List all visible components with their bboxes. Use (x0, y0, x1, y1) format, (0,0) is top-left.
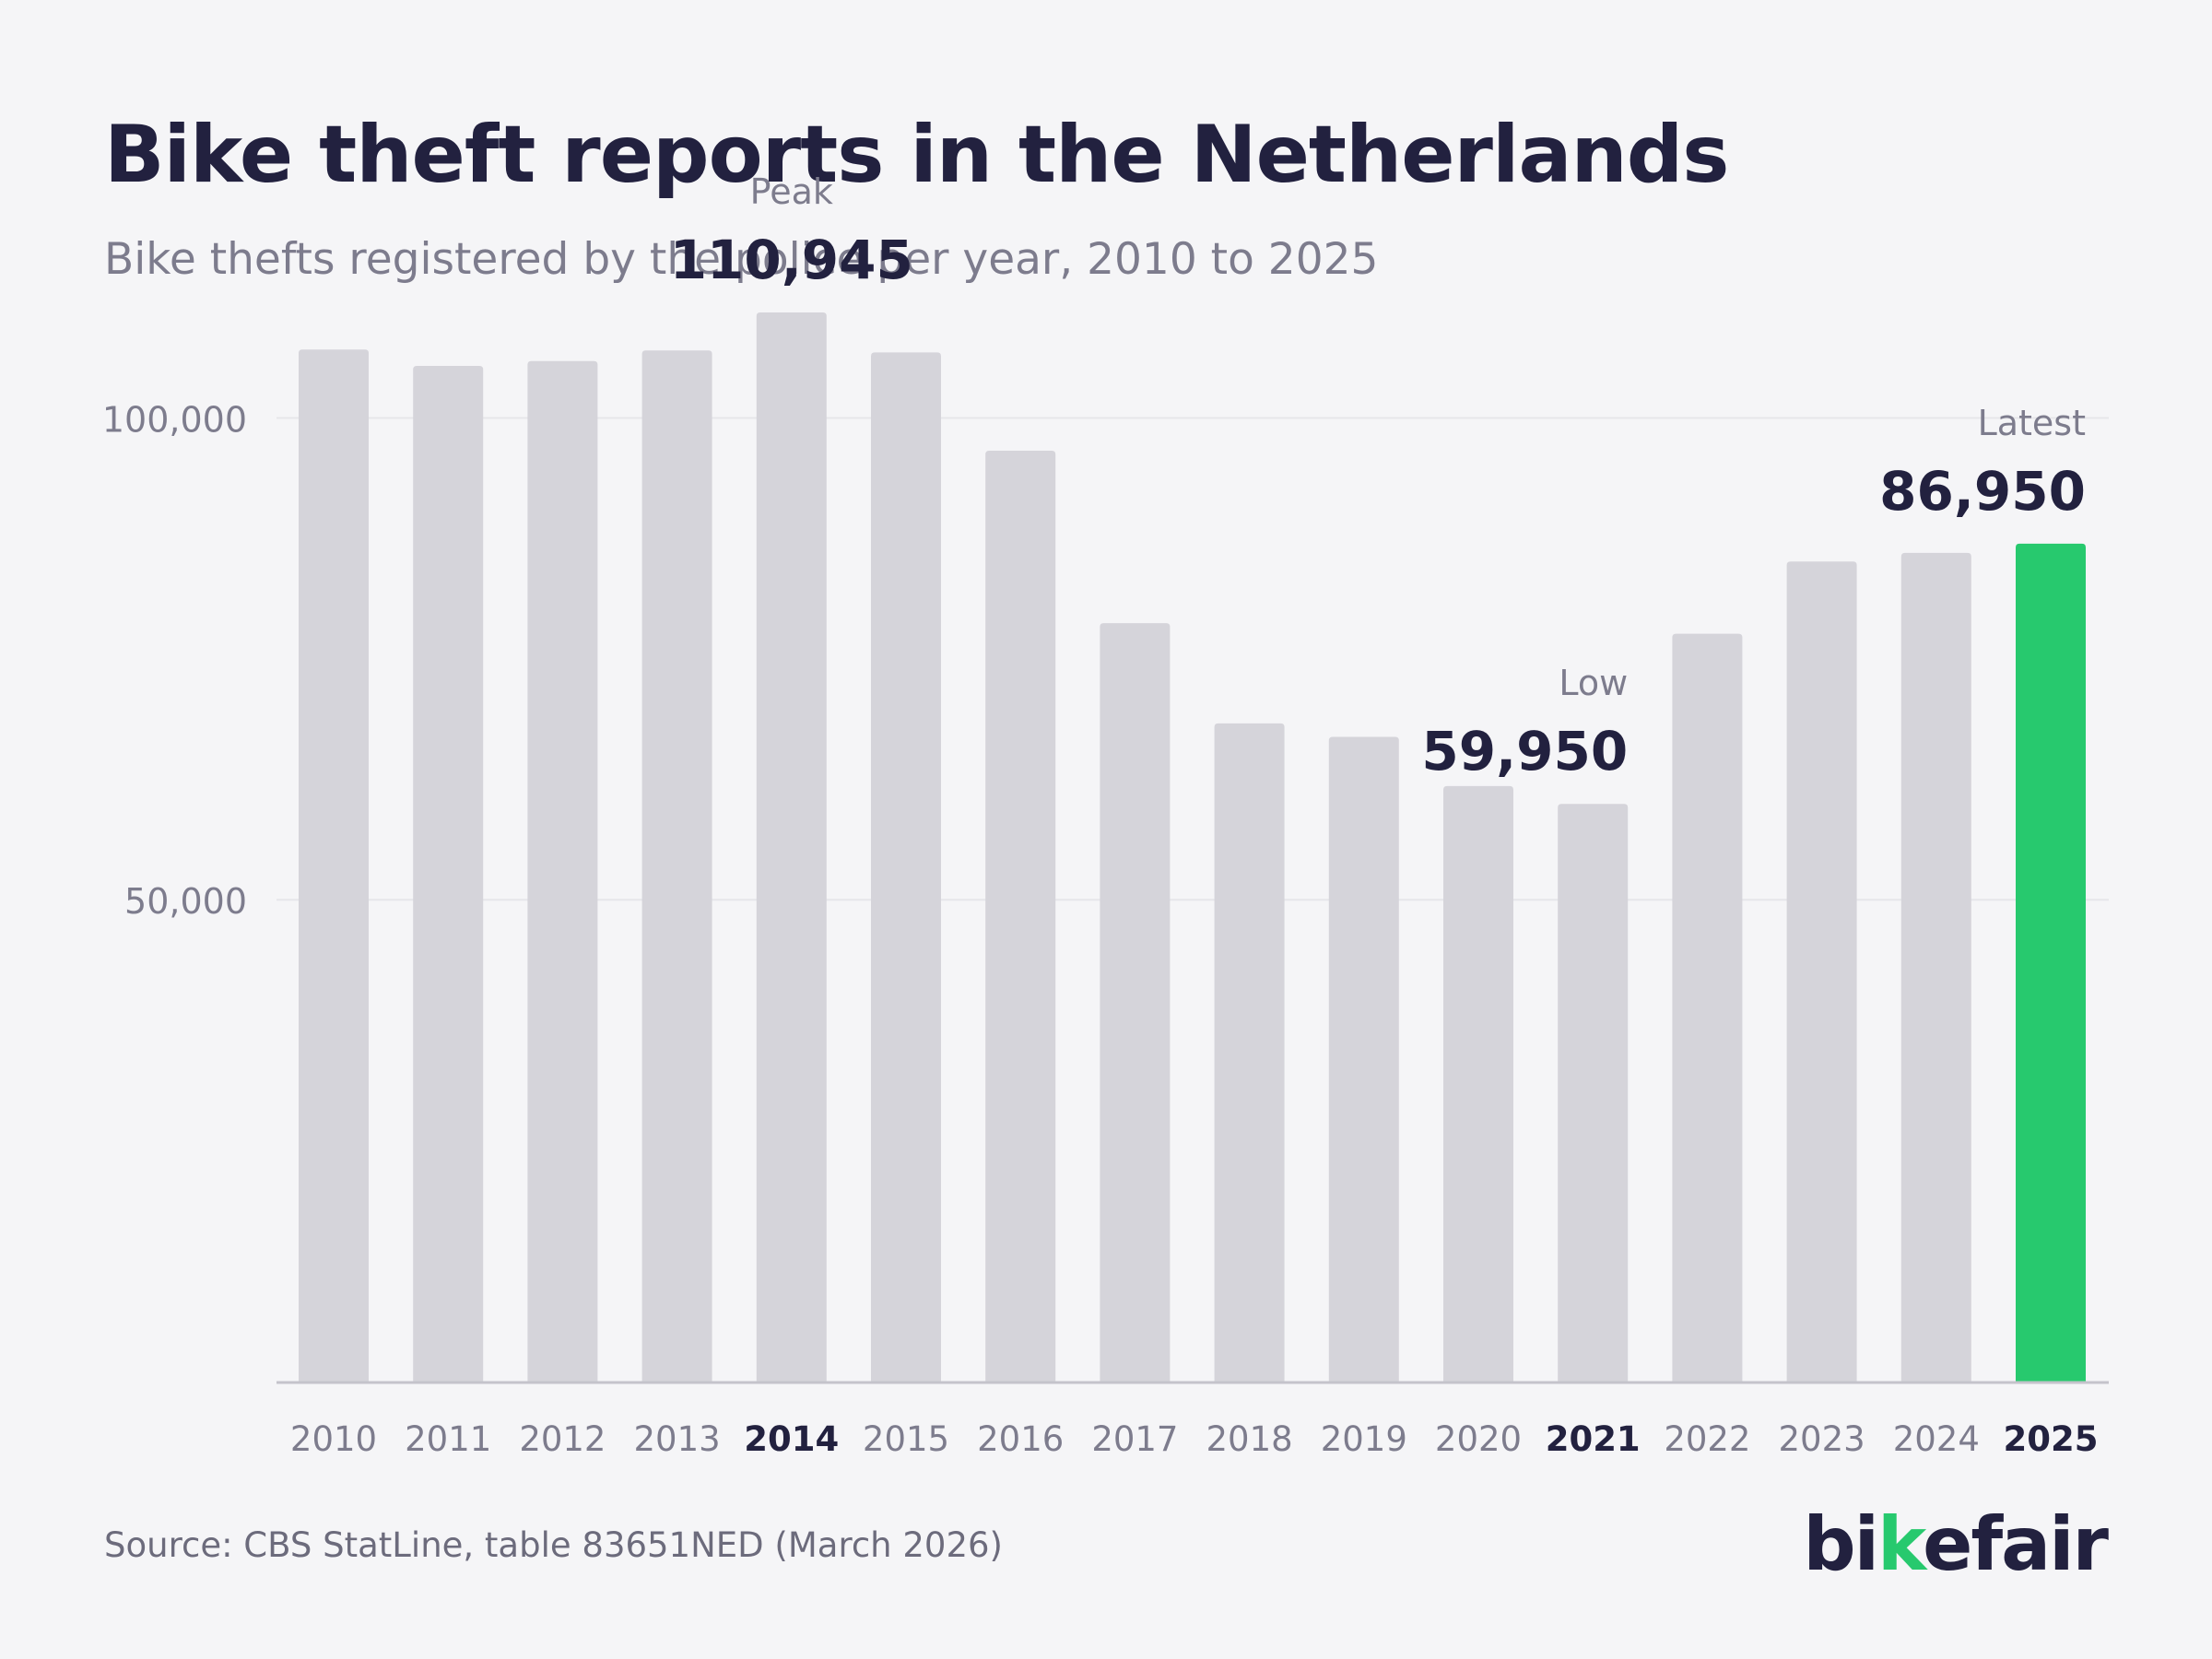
y-tick-label-100000: 100,000 (102, 399, 247, 440)
x-tick-label-2015: 2015 (863, 1419, 949, 1459)
bar-2010 (299, 349, 369, 1382)
bar-2025 (2016, 543, 2086, 1382)
bar-2018 (1214, 723, 1285, 1382)
bar-2024 (1900, 552, 1971, 1382)
bar-2016 (985, 451, 1056, 1382)
x-tick-label-2019: 2019 (1321, 1419, 1407, 1459)
bar-2014 (756, 312, 827, 1382)
annotation-label-peak: Peak (750, 171, 833, 212)
bar-2019 (1328, 736, 1399, 1382)
x-tick-label-2024: 2024 (1893, 1419, 1980, 1459)
y-axis-ticks: 50,000 100,000 (102, 399, 247, 922)
y-tick-label-50000: 50,000 (124, 881, 247, 922)
bar-2012 (527, 360, 598, 1382)
bars (276, 312, 2109, 1384)
annotations: Peak 110,945 Low 59,950 Latest 86,950 (670, 171, 2086, 782)
bar-2022 (1672, 633, 1743, 1382)
source-note: Source: CBS StatLine, table 83651NED (Ma… (104, 1525, 1003, 1565)
x-tick-label-2022: 2022 (1664, 1419, 1750, 1459)
bar-2017 (1100, 623, 1171, 1382)
x-tick-label-2021: 2021 (1546, 1419, 1641, 1459)
chart-subtitle: Bike thefts registered by the police per… (104, 234, 1379, 285)
x-tick-label-2016: 2016 (977, 1419, 1064, 1459)
logo-text-end: efair (1923, 1501, 2109, 1587)
x-tick-label-2014: 2014 (744, 1419, 839, 1459)
bar-2023 (1786, 561, 1857, 1382)
bikefair-logo: bikefair (1803, 1499, 2109, 1591)
logo-text-start: bi (1803, 1501, 1879, 1587)
bar-2011 (413, 366, 484, 1382)
bar-2020 (1443, 785, 1513, 1382)
bar-2013 (641, 350, 712, 1382)
x-tick-label-2012: 2012 (519, 1419, 606, 1459)
x-tick-label-2018: 2018 (1206, 1419, 1293, 1459)
x-tick-label-2010: 2010 (290, 1419, 377, 1459)
x-tick-label-2013: 2013 (634, 1419, 721, 1459)
annotation-label-latest: Latest (1978, 403, 2086, 443)
x-tick-label-2011: 2011 (405, 1419, 491, 1459)
x-axis-ticks: 2010 2011 2012 2013 2014 2015 2016 2017 2018 2019… (290, 1419, 2099, 1459)
x-tick-label-2023: 2023 (1779, 1419, 1865, 1459)
annotation-value-peak: 110,945 (670, 229, 913, 291)
annotation-value-low: 59,950 (1421, 720, 1628, 782)
chart-title: Bike theft reports in the Netherlands (104, 109, 1729, 201)
annotation-value-latest: 86,950 (1879, 460, 2086, 523)
bar-2015 (871, 352, 941, 1382)
x-tick-label-2017: 2017 (1091, 1419, 1178, 1459)
x-tick-label-2020: 2020 (1435, 1419, 1522, 1459)
annotation-label-low: Low (1559, 663, 1628, 703)
logo-text-accent: k (1877, 1501, 1924, 1587)
x-tick-label-2025: 2025 (2004, 1419, 2099, 1459)
bar-2021 (1558, 804, 1629, 1382)
